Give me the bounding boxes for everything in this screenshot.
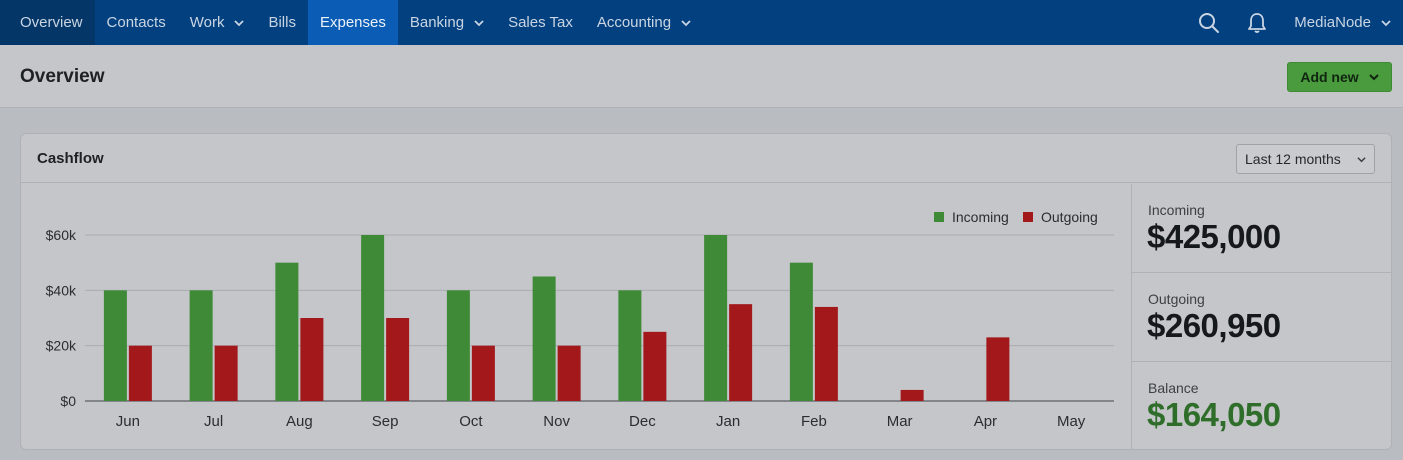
chart-svg: $0 $20k $40k $60k Jun Jul Aug Sep Oct Nov Dec Jan Fe… [46, 209, 1114, 430]
outgoing-value: $260,950 [1147, 307, 1281, 344]
x-tick-label: Jan [716, 413, 740, 430]
bar-incoming [446, 290, 470, 401]
chevron-down-icon [681, 19, 691, 26]
incoming-label: Incoming [1148, 202, 1205, 218]
nav-item-banking[interactable]: Banking [398, 0, 496, 45]
legend-swatch-incoming [934, 212, 944, 222]
bar-outgoing [300, 318, 324, 401]
bar-outgoing [214, 345, 238, 401]
bar-outgoing [471, 345, 495, 401]
x-tick-label: Apr [974, 413, 997, 430]
bar-incoming [618, 290, 642, 401]
top-nav: Overview Contacts Work Bills Expenses Banking… [0, 0, 1403, 45]
incoming-stat: Incoming $425,000 [1132, 184, 1391, 273]
bar-incoming [532, 276, 556, 401]
x-tick-label: Mar [887, 413, 913, 430]
bar-outgoing [900, 389, 924, 401]
nav-right: MediaNode [1198, 0, 1403, 45]
bar-incoming [704, 235, 728, 401]
outgoing-label: Outgoing [1148, 291, 1205, 307]
x-tick-label: Aug [286, 413, 313, 430]
chevron-down-icon [234, 19, 245, 26]
nav-item-label: Sales Tax [508, 14, 573, 31]
legend-swatch-outgoing [1023, 212, 1033, 222]
period-select[interactable]: Last 12 months [1236, 144, 1375, 174]
incoming-value: $425,000 [1147, 218, 1281, 255]
account-menu[interactable]: MediaNode [1294, 14, 1391, 31]
legend-label-incoming: Incoming [952, 209, 1009, 225]
add-new-label: Add new [1300, 69, 1359, 85]
search-icon[interactable] [1198, 12, 1220, 34]
outgoing-stat: Outgoing $260,950 [1132, 273, 1391, 362]
bar-incoming [103, 290, 127, 401]
bar-incoming [361, 235, 385, 401]
y-tick-label: $40k [46, 282, 77, 298]
bar-outgoing [557, 345, 581, 401]
nav-item-accounting[interactable]: Accounting [585, 0, 703, 45]
nav-item-sales-tax[interactable]: Sales Tax [496, 0, 585, 45]
bar-incoming [189, 290, 213, 401]
balance-label: Balance [1148, 380, 1199, 396]
nav-item-bills[interactable]: Bills [256, 0, 308, 45]
chevron-down-icon [474, 19, 484, 26]
nav-item-contacts[interactable]: Contacts [95, 0, 178, 45]
add-new-button[interactable]: Add new [1287, 62, 1392, 92]
balance-stat: Balance $164,050 [1132, 362, 1391, 449]
page-title: Overview [20, 66, 105, 87]
nav-item-label: Work [189, 14, 225, 31]
nav-item-work[interactable]: Work [178, 0, 257, 45]
nav-item-label: Expenses [319, 14, 386, 31]
x-tick-label: Sep [372, 413, 399, 430]
x-tick-label: May [1057, 413, 1086, 430]
bar-outgoing [986, 337, 1010, 401]
bar-outgoing [386, 318, 410, 401]
x-tick-label: Jul [204, 413, 223, 430]
y-tick-label: $60k [46, 227, 77, 243]
nav-item-overview[interactable]: Overview [0, 0, 95, 45]
x-tick-label: Feb [801, 413, 827, 430]
page-header: Overview Add new [0, 45, 1403, 108]
x-tick-label: Jun [116, 413, 140, 430]
y-tick-label: $0 [60, 393, 76, 409]
chevron-down-icon [1368, 74, 1379, 81]
chevron-down-icon [1357, 157, 1366, 163]
nav-item-expenses[interactable]: Expenses [307, 0, 398, 45]
nav-item-label: Contacts [106, 14, 166, 31]
chevron-down-icon [1381, 19, 1391, 26]
bar-incoming [275, 262, 299, 401]
y-tick-label: $20k [46, 338, 77, 354]
card-title: Cashflow [37, 150, 104, 167]
bar-outgoing [643, 331, 667, 401]
balance-value: $164,050 [1147, 396, 1281, 433]
cashflow-chart: $0 $20k $40k $60k Jun Jul Aug Sep Oct Nov Dec Jan Fe… [21, 184, 1131, 449]
nav-item-label: Accounting [596, 14, 672, 31]
cashflow-card: Cashflow Last 12 months $0 $20k $40k $60k Ju… [20, 133, 1392, 450]
x-tick-label: Dec [629, 413, 656, 430]
bar-incoming [789, 262, 813, 401]
bar-outgoing [814, 306, 838, 401]
bar-outgoing [128, 345, 152, 401]
stats-panel: Incoming $425,000 Outgoing $260,950 Bala… [1131, 184, 1391, 449]
account-name: MediaNode [1294, 14, 1371, 31]
card-header: Cashflow Last 12 months [21, 134, 1391, 183]
nav-item-label: Bills [268, 14, 296, 31]
period-select-value: Last 12 months [1245, 151, 1341, 167]
x-tick-label: Nov [543, 413, 570, 430]
bar-outgoing [729, 304, 753, 401]
legend-label-outgoing: Outgoing [1041, 209, 1098, 225]
nav-item-label: Banking [409, 14, 465, 31]
x-tick-label: Oct [459, 413, 483, 430]
bell-icon[interactable] [1246, 12, 1268, 34]
nav-item-label: Overview [20, 14, 83, 31]
